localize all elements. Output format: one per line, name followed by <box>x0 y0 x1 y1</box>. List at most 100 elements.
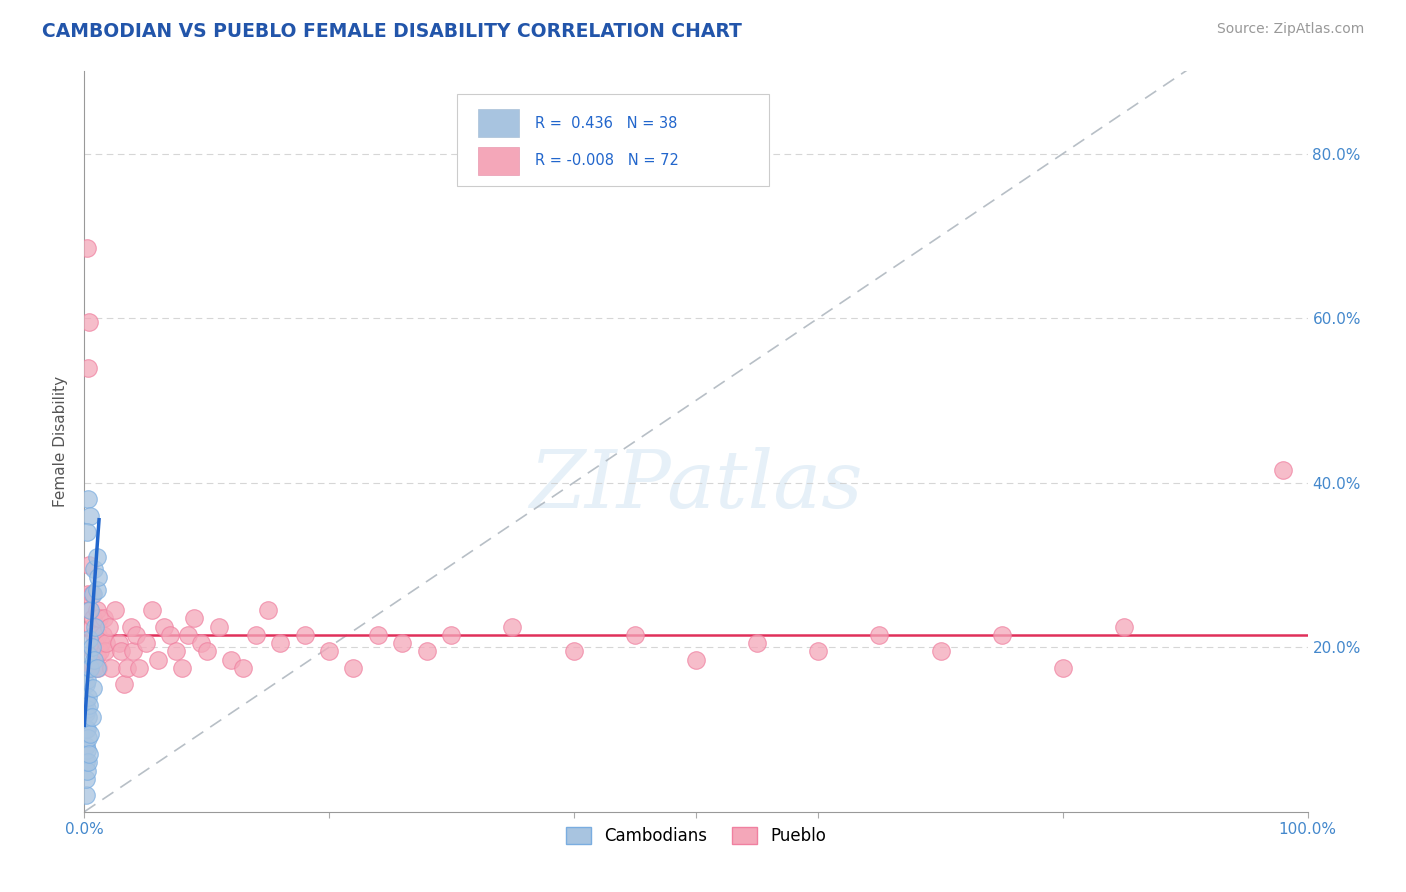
Point <box>79 726 101 740</box>
Point <box>75 772 97 786</box>
Point <box>79 661 101 675</box>
Point <box>624 628 647 642</box>
Point <box>77 492 100 507</box>
Point <box>83 562 105 576</box>
Point <box>440 628 463 642</box>
Point <box>342 661 364 675</box>
Point <box>159 628 181 642</box>
Point <box>747 636 769 650</box>
Point <box>76 723 98 737</box>
Point <box>367 628 389 642</box>
Point <box>76 673 98 687</box>
Point <box>107 636 129 650</box>
Point <box>115 661 138 675</box>
Point <box>76 702 98 716</box>
Point <box>110 644 132 658</box>
Point <box>86 661 108 675</box>
Text: ZIPatlas: ZIPatlas <box>529 447 863 524</box>
Point <box>82 644 104 658</box>
Point <box>80 640 103 655</box>
Point <box>77 731 100 745</box>
Point <box>79 508 101 523</box>
Point <box>77 315 100 329</box>
Point <box>77 747 100 761</box>
Point <box>257 603 280 617</box>
Point <box>75 706 97 720</box>
Bar <box>478 146 519 175</box>
Point <box>75 756 97 770</box>
Point <box>75 739 97 753</box>
Point <box>86 549 108 564</box>
Legend: Cambodians, Pueblo: Cambodians, Pueblo <box>560 820 832 852</box>
Point <box>83 652 105 666</box>
Point <box>89 644 111 658</box>
Text: CAMBODIAN VS PUEBLO FEMALE DISABILITY CORRELATION CHART: CAMBODIAN VS PUEBLO FEMALE DISABILITY CO… <box>42 22 742 41</box>
Point <box>502 619 524 633</box>
Point <box>685 652 707 666</box>
Text: R =  0.436   N = 38: R = 0.436 N = 38 <box>534 116 676 131</box>
Point <box>177 628 200 642</box>
Point <box>208 619 231 633</box>
Point <box>416 644 439 658</box>
Point <box>75 723 97 737</box>
Point <box>75 694 97 708</box>
Point <box>120 619 142 633</box>
Point <box>76 764 98 778</box>
Point <box>84 619 107 633</box>
Point <box>172 661 194 675</box>
Point <box>100 661 122 675</box>
Point <box>80 587 103 601</box>
Point <box>80 619 103 633</box>
Text: Source: ZipAtlas.com: Source: ZipAtlas.com <box>1216 22 1364 37</box>
Point <box>1114 619 1136 633</box>
Point <box>83 661 105 675</box>
Point <box>75 677 97 691</box>
Point <box>93 611 115 625</box>
Point <box>77 698 100 712</box>
Point <box>96 636 118 650</box>
Point <box>79 661 101 675</box>
Point <box>112 677 135 691</box>
Bar <box>478 109 519 137</box>
Point <box>87 570 110 584</box>
Point <box>76 524 98 539</box>
Point <box>86 603 108 617</box>
Text: R = -0.008   N = 72: R = -0.008 N = 72 <box>534 153 678 169</box>
Point <box>87 661 110 675</box>
Point <box>86 648 108 663</box>
Point <box>76 241 98 255</box>
Point <box>869 628 891 642</box>
Point <box>79 603 101 617</box>
Point <box>80 710 103 724</box>
Point <box>91 628 114 642</box>
Point <box>83 628 105 642</box>
Point <box>1052 661 1074 675</box>
Point <box>190 636 212 650</box>
Point <box>135 636 157 650</box>
Point <box>79 603 101 617</box>
Point <box>77 632 100 646</box>
Point <box>318 644 340 658</box>
Point <box>929 644 952 658</box>
Point <box>104 603 127 617</box>
Point <box>86 582 108 597</box>
Point <box>76 743 98 757</box>
Point <box>97 619 120 633</box>
Point <box>183 611 205 625</box>
Point <box>294 628 316 642</box>
Point <box>165 644 187 658</box>
Point <box>153 619 176 633</box>
Y-axis label: Female Disability: Female Disability <box>53 376 69 508</box>
FancyBboxPatch shape <box>457 94 769 186</box>
Point <box>146 652 169 666</box>
Point <box>141 603 163 617</box>
Point <box>232 661 254 675</box>
Point <box>84 636 107 650</box>
Point <box>807 644 830 658</box>
Point <box>77 756 100 770</box>
Point <box>195 644 218 658</box>
Point <box>87 611 110 625</box>
Point <box>122 644 145 658</box>
Point <box>562 644 585 658</box>
Point <box>90 636 112 650</box>
